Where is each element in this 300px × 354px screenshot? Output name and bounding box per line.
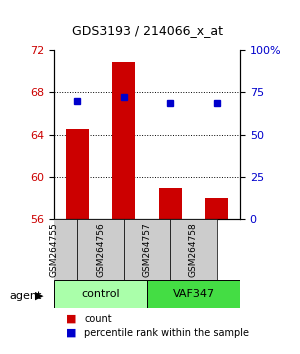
Text: GSM264756: GSM264756 bbox=[96, 222, 105, 277]
Text: ▶: ▶ bbox=[35, 291, 44, 301]
Bar bbox=[66, 129, 89, 219]
FancyBboxPatch shape bbox=[54, 280, 147, 308]
Text: control: control bbox=[81, 289, 120, 299]
Text: GSM264757: GSM264757 bbox=[142, 222, 152, 277]
Bar bbox=[205, 198, 228, 219]
FancyBboxPatch shape bbox=[170, 219, 217, 280]
Text: count: count bbox=[84, 314, 112, 324]
FancyBboxPatch shape bbox=[124, 219, 170, 280]
Text: VAF347: VAF347 bbox=[172, 289, 214, 299]
FancyBboxPatch shape bbox=[77, 219, 124, 280]
Text: percentile rank within the sample: percentile rank within the sample bbox=[84, 328, 249, 338]
Bar bbox=[112, 62, 135, 219]
Text: GSM264755: GSM264755 bbox=[50, 222, 58, 277]
FancyBboxPatch shape bbox=[147, 280, 240, 308]
Bar bbox=[159, 188, 182, 219]
Text: GDS3193 / 214066_x_at: GDS3193 / 214066_x_at bbox=[71, 24, 223, 37]
Text: ■: ■ bbox=[66, 328, 76, 338]
Text: agent: agent bbox=[9, 291, 41, 301]
Text: GSM264758: GSM264758 bbox=[189, 222, 198, 277]
FancyBboxPatch shape bbox=[31, 219, 77, 280]
Text: ■: ■ bbox=[66, 314, 76, 324]
